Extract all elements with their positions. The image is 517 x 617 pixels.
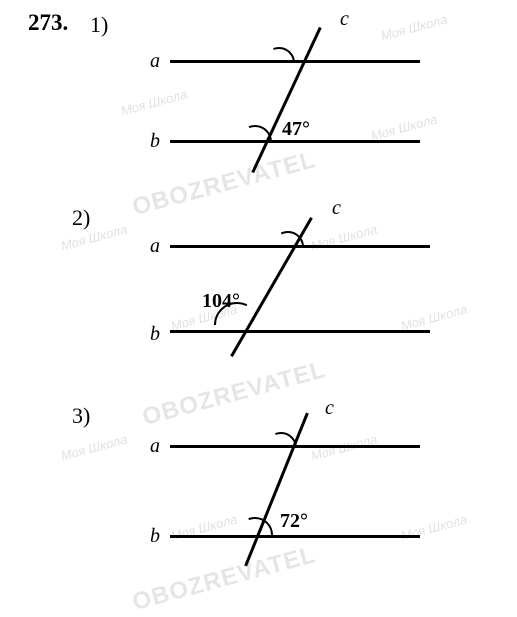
sub-number-2: 2) bbox=[72, 205, 90, 231]
arc-top-1 bbox=[263, 47, 295, 79]
label-c-3: c bbox=[325, 397, 334, 420]
sub-number-1: 1) bbox=[90, 12, 108, 38]
label-b-2: b bbox=[150, 323, 160, 346]
label-a-1: a bbox=[150, 50, 160, 73]
angle-2: 104° bbox=[202, 290, 240, 313]
label-a-3: a bbox=[150, 435, 160, 458]
label-c-2: c bbox=[332, 197, 341, 220]
line-b-2 bbox=[170, 330, 430, 333]
line-a-1 bbox=[170, 60, 420, 63]
sub-number-3: 3) bbox=[72, 403, 90, 429]
angle-3: 72° bbox=[280, 510, 308, 533]
angle-1: 47° bbox=[282, 118, 310, 141]
line-b-3 bbox=[170, 535, 420, 538]
figure-2: 2) a b c 104° bbox=[0, 195, 517, 390]
figure-1: 1) a b c 47° bbox=[0, 0, 517, 195]
figure-3: 3) a b c 72° bbox=[0, 395, 517, 590]
label-b-3: b bbox=[150, 525, 160, 548]
label-c-1: c bbox=[340, 8, 349, 31]
label-b-1: b bbox=[150, 130, 160, 153]
label-a-2: a bbox=[150, 235, 160, 258]
